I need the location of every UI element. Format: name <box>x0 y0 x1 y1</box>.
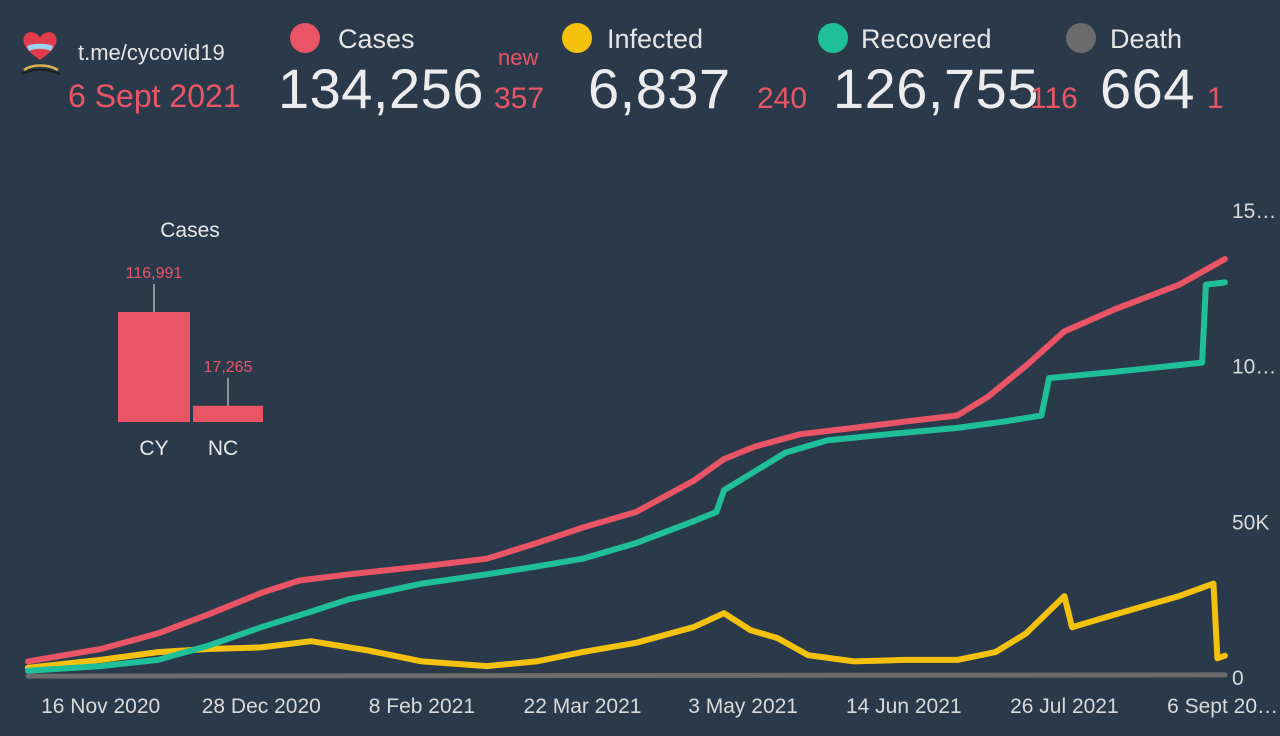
y-tick-label: 15… <box>1232 200 1276 223</box>
bar-chart-title: Cases <box>160 219 220 242</box>
cases-new: 357 <box>494 82 545 115</box>
bar-value-label: 17,265 <box>204 359 253 376</box>
cases-legend-dot <box>290 23 320 53</box>
source-link[interactable]: t.me/cycovid19 <box>78 40 225 65</box>
cases-legend-label: Cases <box>338 24 415 54</box>
region-bar-chart: Cases 116,991 CY 17,265 NC <box>118 219 263 460</box>
y-tick-label: 10… <box>1232 356 1276 379</box>
bar-nc <box>193 405 263 422</box>
bar-category-label: CY <box>139 437 168 460</box>
death-legend-label: Death <box>1110 24 1183 54</box>
x-tick-label: 22 Mar 2021 <box>524 695 642 718</box>
infected-legend-dot <box>562 23 592 53</box>
y-tick-label: 50K <box>1232 511 1269 534</box>
infected-new: 240 <box>757 82 808 115</box>
report-date: 6 Sept 2021 <box>68 78 241 114</box>
x-tick-label: 14 Jun 2021 <box>846 695 962 718</box>
infected-legend-label: Infected <box>607 24 704 54</box>
recovered-legend-dot <box>818 23 848 53</box>
recovered-total: 126,755 <box>833 57 1039 120</box>
infected-total: 6,837 <box>588 57 731 120</box>
death-legend-dot <box>1066 23 1096 53</box>
recovered-series-line <box>25 279 1228 674</box>
bar-value-label: 116,991 <box>126 265 183 282</box>
infected-series-line <box>25 580 1228 671</box>
x-tick-label: 16 Nov 2020 <box>41 695 160 718</box>
cases-total: 134,256 <box>278 57 484 120</box>
cases-series-line <box>25 256 1228 665</box>
recovered-legend-label: Recovered <box>861 24 992 54</box>
x-tick-label: 26 Jul 2021 <box>1010 695 1119 718</box>
y-tick-label: 0 <box>1232 667 1244 690</box>
x-tick-label: 8 Feb 2021 <box>369 695 475 718</box>
x-tick-label: 6 Sept 20… <box>1167 695 1278 718</box>
death-new: 1 <box>1207 82 1224 115</box>
cyprus-heart-logo-icon <box>18 26 62 78</box>
recovered-new: 116 <box>1030 82 1078 115</box>
bar-category-label: NC <box>208 437 238 460</box>
x-tick-label: 3 May 2021 <box>688 695 798 718</box>
new-label: new <box>498 45 539 70</box>
x-tick-label: 28 Dec 2020 <box>202 695 321 718</box>
death-total: 664 <box>1100 57 1195 120</box>
bar-cy <box>118 312 190 422</box>
death-series-line <box>25 672 1228 679</box>
